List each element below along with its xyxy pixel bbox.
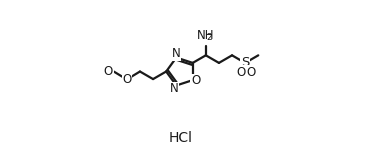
Text: N: N	[172, 47, 181, 60]
Text: S: S	[241, 56, 249, 69]
Text: NH: NH	[197, 29, 215, 42]
Text: O: O	[122, 73, 131, 86]
Text: N: N	[170, 82, 179, 95]
Text: O: O	[104, 65, 113, 78]
Text: O: O	[246, 66, 255, 79]
Text: O: O	[237, 66, 246, 79]
Text: HCl: HCl	[169, 132, 193, 145]
Text: 2: 2	[207, 33, 212, 42]
Text: O: O	[191, 74, 200, 87]
